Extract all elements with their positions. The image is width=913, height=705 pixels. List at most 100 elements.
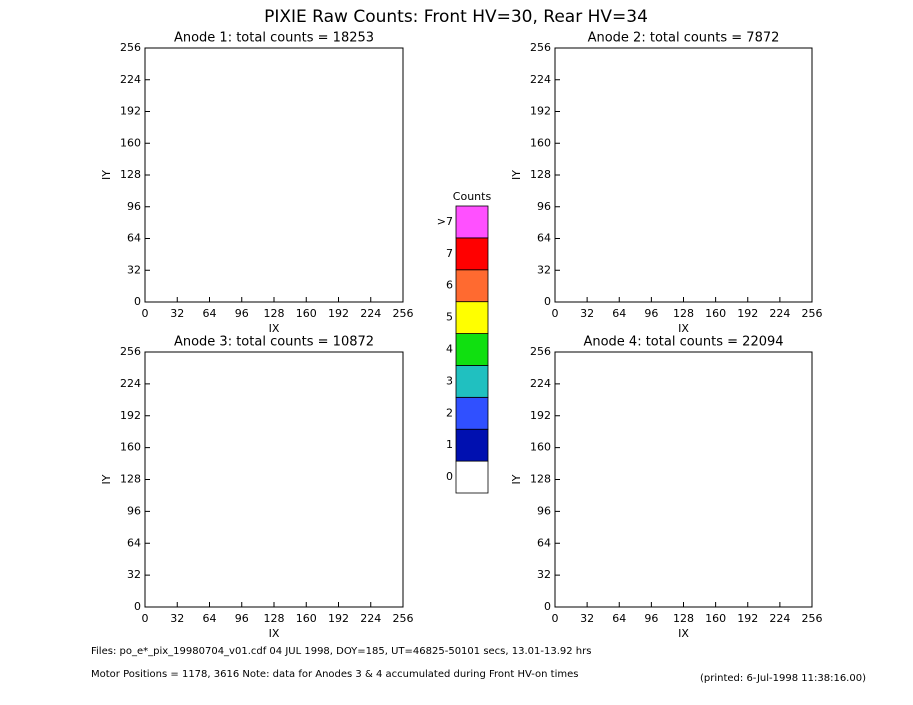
x-tick-label: 224 (769, 612, 790, 625)
x-axis-label: IX (269, 322, 280, 335)
y-tick-label: 256 (120, 41, 141, 54)
y-tick-label: 0 (544, 600, 551, 613)
figure-title: PIXIE Raw Counts: Front HV=30, Rear HV=3… (264, 7, 648, 27)
colorbar-swatch (455, 301, 489, 334)
plot-area (554, 351, 813, 608)
y-tick-label: 64 (537, 232, 551, 245)
footer-printed: (printed: 6-Jul-1998 11:38:16.00) (700, 673, 866, 684)
colorbar-swatch (455, 205, 489, 239)
x-axis-label: IX (678, 627, 689, 640)
x-tick-label: 256 (393, 612, 414, 625)
colorbar-swatch (455, 365, 489, 398)
x-tick-label: 256 (393, 307, 414, 320)
y-tick-label: 192 (120, 409, 141, 422)
x-axis-label: IX (678, 322, 689, 335)
y-axis-label: IY (100, 170, 113, 180)
colorbar-label: 7 (446, 247, 453, 260)
y-tick-label: 224 (120, 73, 141, 86)
x-tick-label: 64 (612, 307, 626, 320)
panel-title: Anode 3: total counts = 10872 (174, 335, 374, 350)
y-tick-label: 224 (530, 377, 551, 390)
x-tick-label: 128 (673, 612, 694, 625)
footer-files: Files: po_e*_pix_19980704_v01.cdf 04 JUL… (91, 646, 591, 657)
y-tick-label: 192 (530, 409, 551, 422)
y-tick-label: 32 (537, 568, 551, 581)
colorbar-swatch (455, 428, 489, 462)
y-tick-label: 192 (530, 105, 551, 118)
x-tick-label: 32 (580, 307, 594, 320)
y-tick-label: 224 (530, 73, 551, 86)
y-tick-label: 128 (120, 473, 141, 486)
y-tick-label: 256 (120, 345, 141, 358)
x-tick-label: 160 (296, 307, 317, 320)
colorbar-label: 6 (446, 279, 453, 292)
x-tick-label: 0 (142, 612, 149, 625)
x-tick-label: 32 (170, 307, 184, 320)
x-tick-label: 192 (737, 612, 758, 625)
y-tick-label: 128 (530, 168, 551, 181)
x-tick-label: 96 (644, 612, 658, 625)
x-tick-label: 96 (235, 612, 249, 625)
colorbar-title: Counts (453, 190, 492, 203)
x-tick-label: 160 (296, 612, 317, 625)
plot-area (554, 47, 813, 303)
x-tick-label: 128 (264, 307, 285, 320)
x-tick-label: 224 (769, 307, 790, 320)
y-tick-label: 160 (120, 441, 141, 454)
x-tick-label: 0 (142, 307, 149, 320)
x-tick-label: 224 (360, 612, 381, 625)
y-tick-label: 160 (120, 136, 141, 149)
x-tick-label: 192 (737, 307, 758, 320)
colorbar-label: 1 (446, 438, 453, 451)
y-tick-label: 32 (537, 263, 551, 276)
y-tick-label: 96 (537, 504, 551, 517)
colorbar-swatch (455, 460, 489, 494)
x-tick-label: 256 (802, 612, 823, 625)
y-tick-label: 0 (134, 295, 141, 308)
y-tick-label: 224 (120, 377, 141, 390)
x-axis-label: IX (269, 627, 280, 640)
y-tick-label: 0 (134, 600, 141, 613)
colorbar-label: 2 (446, 406, 453, 419)
x-tick-label: 224 (360, 307, 381, 320)
plot-area (144, 351, 404, 608)
colorbar-label: >7 (437, 215, 453, 228)
y-tick-label: 128 (530, 473, 551, 486)
y-axis-label: IY (100, 474, 113, 484)
y-axis-label: IY (510, 170, 523, 180)
colorbar-label: 3 (446, 374, 453, 387)
y-axis-label: IY (510, 474, 523, 484)
y-tick-label: 64 (537, 536, 551, 549)
y-tick-label: 256 (530, 41, 551, 54)
colorbar-label: 4 (446, 343, 453, 356)
x-tick-label: 96 (644, 307, 658, 320)
y-tick-label: 192 (120, 105, 141, 118)
x-tick-label: 32 (580, 612, 594, 625)
x-tick-label: 192 (328, 612, 349, 625)
x-tick-label: 160 (705, 307, 726, 320)
y-tick-label: 32 (127, 263, 141, 276)
x-tick-label: 64 (203, 307, 217, 320)
footer-motor: Motor Positions = 1178, 3616 Note: data … (91, 669, 578, 680)
colorbar-swatch (455, 269, 489, 303)
y-tick-label: 32 (127, 568, 141, 581)
y-tick-label: 96 (537, 200, 551, 213)
y-tick-label: 256 (530, 345, 551, 358)
y-tick-label: 64 (127, 536, 141, 549)
x-tick-label: 0 (552, 307, 559, 320)
y-tick-label: 160 (530, 441, 551, 454)
panel-title: Anode 1: total counts = 18253 (174, 31, 374, 46)
colorbar-swatch (455, 333, 489, 366)
x-tick-label: 64 (203, 612, 217, 625)
x-tick-label: 0 (552, 612, 559, 625)
x-tick-label: 128 (673, 307, 694, 320)
colorbar-label: 0 (446, 470, 453, 483)
x-tick-label: 64 (612, 612, 626, 625)
x-tick-label: 160 (705, 612, 726, 625)
y-tick-label: 96 (127, 504, 141, 517)
x-tick-label: 192 (328, 307, 349, 320)
x-tick-label: 256 (802, 307, 823, 320)
colorbar-swatch (455, 396, 489, 430)
x-tick-label: 32 (170, 612, 184, 625)
